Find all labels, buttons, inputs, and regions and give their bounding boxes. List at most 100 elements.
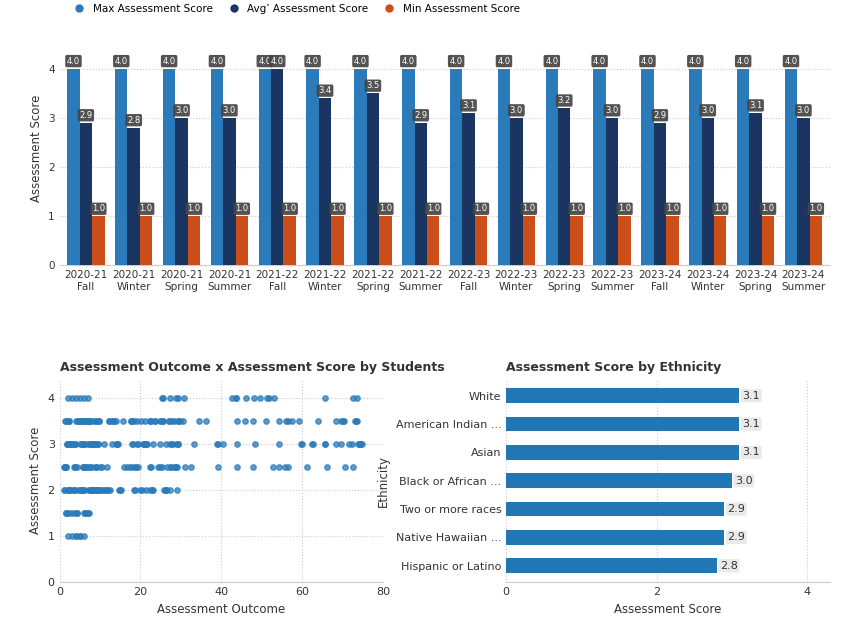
Point — [87, 485, 100, 495]
Point — [90, 485, 104, 495]
Text: 4.0: 4.0 — [785, 56, 797, 66]
Point — [137, 439, 151, 449]
Point — [157, 485, 171, 495]
Point — [89, 462, 103, 472]
Point — [78, 485, 92, 495]
Point — [111, 439, 124, 449]
Point — [334, 416, 348, 426]
Point — [68, 485, 82, 495]
Point — [155, 392, 168, 403]
Point — [62, 485, 76, 495]
Point — [168, 416, 181, 426]
Bar — [506, 473, 732, 488]
Point — [60, 508, 73, 518]
Point — [75, 485, 89, 495]
Bar — [236, 216, 248, 265]
Point — [240, 392, 254, 403]
Bar — [367, 93, 379, 265]
Point — [77, 416, 90, 426]
Bar — [498, 68, 511, 265]
Text: 3.0: 3.0 — [701, 106, 714, 115]
Point — [60, 462, 73, 472]
Point — [135, 485, 149, 495]
Point — [151, 462, 164, 472]
Point — [87, 439, 100, 449]
Point — [171, 439, 185, 449]
Point — [62, 416, 76, 426]
Point — [163, 462, 177, 472]
Point — [76, 439, 89, 449]
Point — [65, 439, 78, 449]
Point — [248, 392, 261, 403]
Point — [107, 416, 121, 426]
Text: 3.0: 3.0 — [510, 106, 523, 115]
Point — [159, 485, 173, 495]
Point — [75, 416, 89, 426]
Point — [100, 462, 113, 472]
Point — [61, 485, 75, 495]
Point — [86, 439, 100, 449]
Text: 2.8: 2.8 — [127, 116, 140, 125]
Point — [123, 462, 136, 472]
Bar — [319, 98, 331, 265]
Text: 2.8: 2.8 — [720, 561, 738, 571]
Point — [69, 531, 83, 541]
Bar — [331, 216, 344, 265]
Point — [103, 416, 117, 426]
Bar — [809, 216, 822, 265]
Point — [138, 416, 151, 426]
Point — [123, 416, 137, 426]
Text: 4.0: 4.0 — [593, 56, 606, 66]
Point — [92, 416, 106, 426]
Point — [131, 462, 145, 472]
Point — [74, 485, 88, 495]
Point — [338, 462, 351, 472]
Point — [83, 439, 96, 449]
Point — [350, 416, 363, 426]
Point — [73, 531, 87, 541]
Point — [95, 485, 109, 495]
Point — [69, 439, 83, 449]
Point — [167, 462, 180, 472]
Point — [73, 531, 87, 541]
Point — [65, 392, 78, 403]
Point — [262, 392, 276, 403]
Point — [279, 416, 293, 426]
Point — [98, 439, 111, 449]
Point — [173, 416, 186, 426]
Point — [281, 416, 294, 426]
Point — [125, 462, 139, 472]
Point — [211, 439, 225, 449]
Point — [81, 416, 94, 426]
Point — [72, 416, 86, 426]
Point — [153, 439, 167, 449]
Point — [318, 439, 332, 449]
Point — [68, 439, 82, 449]
Point — [76, 439, 89, 449]
Point — [90, 416, 104, 426]
Point — [90, 485, 104, 495]
Bar — [140, 216, 152, 265]
Point — [65, 531, 78, 541]
Bar — [414, 123, 427, 265]
Point — [76, 439, 89, 449]
Text: 3.0: 3.0 — [175, 106, 188, 115]
Point — [81, 508, 94, 518]
Point — [246, 462, 260, 472]
Point — [77, 508, 90, 518]
Text: 3.5: 3.5 — [366, 81, 380, 91]
Bar — [558, 108, 570, 265]
Point — [64, 485, 77, 495]
Bar — [175, 118, 188, 265]
Point — [278, 462, 292, 472]
Point — [102, 416, 116, 426]
Text: 4.0: 4.0 — [115, 56, 128, 66]
Point — [226, 392, 239, 403]
Point — [139, 485, 152, 495]
Bar — [271, 68, 283, 265]
Point — [58, 485, 71, 495]
Point — [63, 485, 77, 495]
Text: 1.0: 1.0 — [92, 204, 105, 213]
Text: 4.0: 4.0 — [497, 56, 511, 66]
Point — [87, 439, 100, 449]
